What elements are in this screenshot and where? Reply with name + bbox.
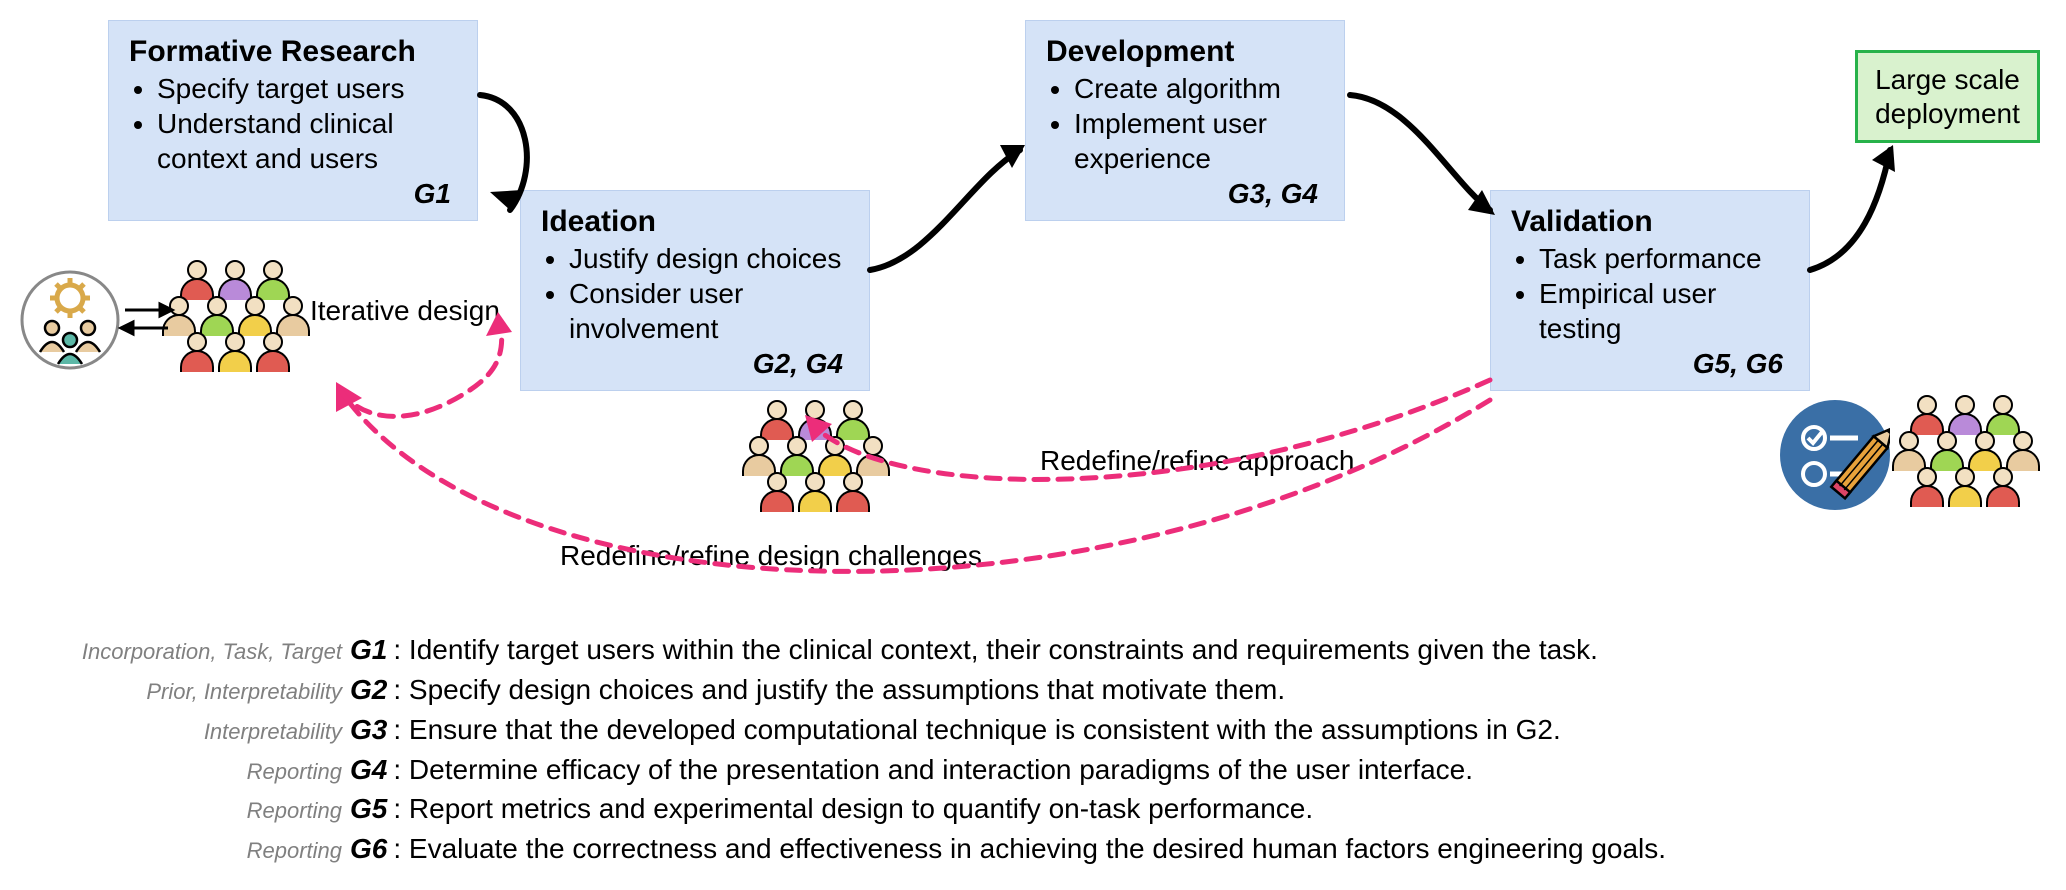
legend-tag: Incorporation, Task, Target xyxy=(20,637,350,667)
stage-title: Validation xyxy=(1511,205,1789,239)
deploy-box: Large scale deployment xyxy=(1855,50,2040,143)
deploy-line2: deployment xyxy=(1875,98,2020,129)
checklist-icon xyxy=(1780,400,1890,510)
stage-bullets: Specify target users Understand clinical… xyxy=(129,71,457,176)
legend-row: Reporting G5 : Report metrics and experi… xyxy=(20,790,2026,828)
legend-desc: : Determine efficacy of the presentation… xyxy=(393,751,1473,789)
bullet: Consider user involvement xyxy=(569,276,849,346)
stage-bullets: Create algorithm Implement user experien… xyxy=(1046,71,1324,176)
legend-goal: G2 xyxy=(350,671,393,709)
stage-goals: G1 xyxy=(129,178,457,210)
legend-tag: Reporting xyxy=(20,836,350,866)
legend-goal: G3 xyxy=(350,711,393,749)
legend-row: Reporting G6 : Evaluate the correctness … xyxy=(20,830,2026,868)
annot-refine-approach: Redefine/refine approach xyxy=(1040,445,1354,477)
legend-row: Incorporation, Task, Target G1 : Identif… xyxy=(20,631,2026,669)
legend-goal: G5 xyxy=(350,790,393,828)
people-cluster-icon xyxy=(180,260,310,380)
bullet: Specify target users xyxy=(157,71,457,106)
bullet: Implement user experience xyxy=(1074,106,1324,176)
legend-desc: : Identify target users within the clini… xyxy=(393,631,1598,669)
annot-iterative: Iterative design xyxy=(310,295,500,327)
legend-tag: Interpretability xyxy=(20,717,350,747)
legend-tag: Prior, Interpretability xyxy=(20,677,350,707)
stage-title: Ideation xyxy=(541,205,849,239)
legend-row: Reporting G4 : Determine efficacy of the… xyxy=(20,751,2026,789)
stage-bullets: Justify design choices Consider user inv… xyxy=(541,241,849,346)
bullet: Justify design choices xyxy=(569,241,849,276)
legend-row: Prior, Interpretability G2 : Specify des… xyxy=(20,671,2026,709)
legend-desc: : Evaluate the correctness and effective… xyxy=(393,830,1666,868)
people-cluster-icon xyxy=(760,400,890,520)
bullet: Task performance xyxy=(1539,241,1789,276)
legend-desc: : Report metrics and experimental design… xyxy=(393,790,1313,828)
stage-development: Development Create algorithm Implement u… xyxy=(1025,20,1345,221)
legend-goal: G1 xyxy=(350,631,393,669)
deploy-line1: Large scale xyxy=(1875,64,2020,95)
stage-formative: Formative Research Specify target users … xyxy=(108,20,478,221)
annot-refine-challenges: Redefine/refine design challenges xyxy=(560,540,982,572)
legend-desc: : Specify design choices and justify the… xyxy=(393,671,1285,709)
legend-desc: : Ensure that the developed computationa… xyxy=(393,711,1560,749)
stage-title: Development xyxy=(1046,35,1324,69)
stage-goals: G3, G4 xyxy=(1046,178,1324,210)
legend-tag: Reporting xyxy=(20,796,350,826)
stage-bullets: Task performance Empirical user testing xyxy=(1511,241,1789,346)
stage-validation: Validation Task performance Empirical us… xyxy=(1490,190,1810,391)
legend: Incorporation, Task, Target G1 : Identif… xyxy=(0,629,2066,870)
legend-row: Interpretability G3 : Ensure that the de… xyxy=(20,711,2026,749)
stage-goals: G2, G4 xyxy=(541,348,849,380)
legend-tag: Reporting xyxy=(20,757,350,787)
legend-goal: G6 xyxy=(350,830,393,868)
legend-goal: G4 xyxy=(350,751,393,789)
people-cluster-icon xyxy=(1910,395,2040,515)
bullet: Empirical user testing xyxy=(1539,276,1789,346)
stage-title: Formative Research xyxy=(129,35,457,69)
bullet: Understand clinical context and users xyxy=(157,106,457,176)
stage-ideation: Ideation Justify design choices Consider… xyxy=(520,190,870,391)
bullet: Create algorithm xyxy=(1074,71,1324,106)
stage-goals: G5, G6 xyxy=(1511,348,1789,380)
